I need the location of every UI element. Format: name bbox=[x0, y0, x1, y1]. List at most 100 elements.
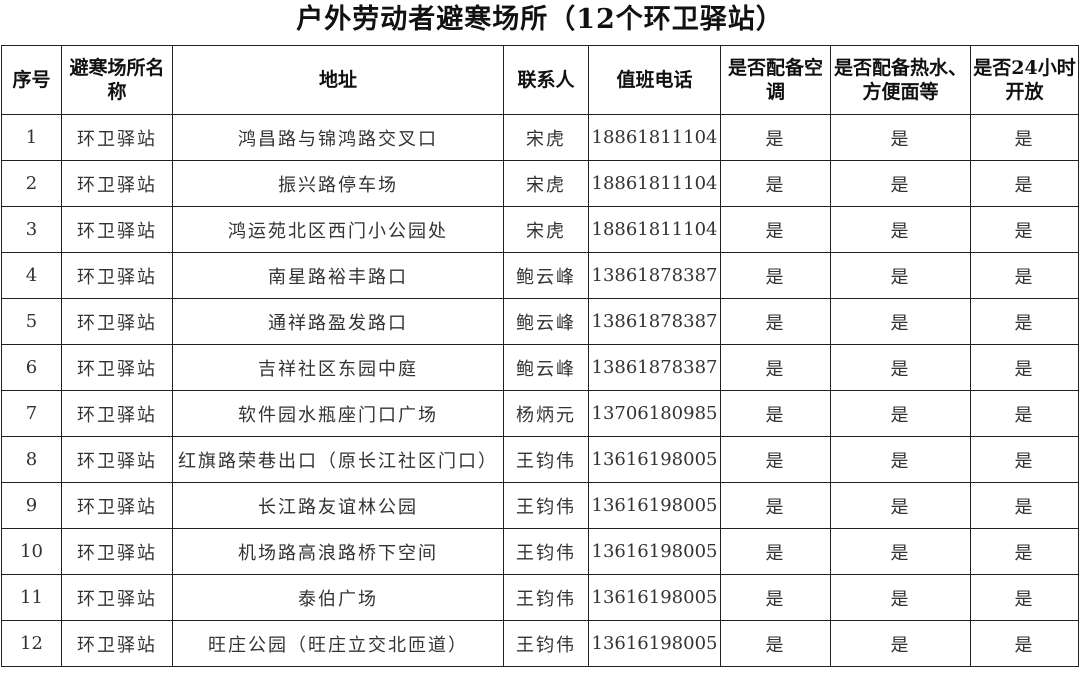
header-phone: 值班电话 bbox=[588, 45, 721, 115]
cell-index: 10 bbox=[1, 528, 62, 575]
cell-index: 1 bbox=[1, 114, 62, 161]
table-row: 6 环卫驿站 吉祥社区东园中庭 鲍云峰 13861878387 是是是 bbox=[1, 344, 1079, 391]
cell-phone: 13616198005 bbox=[588, 528, 721, 575]
cell-air-conditioning: 是 bbox=[720, 436, 831, 483]
header-shelter-name: 避寒场所名称 bbox=[61, 45, 173, 115]
cell-contact: 宋虎 bbox=[503, 206, 589, 253]
cell-contact: 宋虎 bbox=[503, 160, 589, 207]
cell-phone: 18861811104 bbox=[588, 114, 721, 161]
table-row: 7 环卫驿站 软件园水瓶座门口广场 杨炳元 13706180985 是是是 bbox=[1, 390, 1079, 437]
cell-hot-water-noodles: 是 bbox=[830, 252, 971, 299]
cell-phone: 13706180985 bbox=[588, 390, 721, 437]
cell-hot-water-noodles: 是 bbox=[830, 528, 971, 575]
cell-open-24h: 是 bbox=[970, 390, 1079, 437]
table-row: 4 环卫驿站 南星路裕丰路口 鲍云峰 13861878387 是是是 bbox=[1, 252, 1079, 299]
cell-index: 5 bbox=[1, 298, 62, 345]
cell-contact: 王钧伟 bbox=[503, 436, 589, 483]
header-hot-water-noodles: 是否配备热水、方便面等 bbox=[830, 45, 971, 115]
cell-air-conditioning: 是 bbox=[720, 574, 831, 621]
cell-phone: 13616198005 bbox=[588, 620, 721, 667]
cell-hot-water-noodles: 是 bbox=[830, 574, 971, 621]
cell-phone: 18861811104 bbox=[588, 160, 721, 207]
cell-phone: 13616198005 bbox=[588, 482, 721, 529]
cell-index: 2 bbox=[1, 160, 62, 207]
cell-contact: 鲍云峰 bbox=[503, 344, 589, 391]
cell-shelter-name: 环卫驿站 bbox=[61, 436, 173, 483]
cell-address: 鸿运苑北区西门小公园处 bbox=[172, 206, 504, 253]
cell-shelter-name: 环卫驿站 bbox=[61, 160, 173, 207]
cell-shelter-name: 环卫驿站 bbox=[61, 390, 173, 437]
header-index: 序号 bbox=[1, 45, 62, 115]
cell-open-24h: 是 bbox=[970, 528, 1079, 575]
cell-air-conditioning: 是 bbox=[720, 482, 831, 529]
table-row: 8 环卫驿站 红旗路荣巷出口（原长江社区门口） 王钧伟 13616198005 是是是 bbox=[1, 436, 1079, 483]
cell-hot-water-noodles: 是 bbox=[830, 344, 971, 391]
cell-index: 6 bbox=[1, 344, 62, 391]
cell-air-conditioning: 是 bbox=[720, 528, 831, 575]
cell-address: 长江路友谊林公园 bbox=[172, 482, 504, 529]
cell-shelter-name: 环卫驿站 bbox=[61, 528, 173, 575]
cell-open-24h: 是 bbox=[970, 252, 1079, 299]
cell-air-conditioning: 是 bbox=[720, 206, 831, 253]
cell-air-conditioning: 是 bbox=[720, 160, 831, 207]
cell-air-conditioning: 是 bbox=[720, 252, 831, 299]
cell-address: 机场路高浪路桥下空间 bbox=[172, 528, 504, 575]
table-row: 9 环卫驿站 长江路友谊林公园 王钧伟 13616198005 是是是 bbox=[1, 482, 1079, 529]
cell-hot-water-noodles: 是 bbox=[830, 620, 971, 667]
cell-open-24h: 是 bbox=[970, 344, 1079, 391]
cell-hot-water-noodles: 是 bbox=[830, 390, 971, 437]
cell-contact: 宋虎 bbox=[503, 114, 589, 161]
cell-address: 振兴路停车场 bbox=[172, 160, 504, 207]
header-air-conditioning: 是否配备空调 bbox=[720, 45, 831, 115]
cell-contact: 杨炳元 bbox=[503, 390, 589, 437]
cell-shelter-name: 环卫驿站 bbox=[61, 206, 173, 253]
cell-contact: 王钧伟 bbox=[503, 482, 589, 529]
cell-open-24h: 是 bbox=[970, 114, 1079, 161]
cell-open-24h: 是 bbox=[970, 482, 1079, 529]
cell-shelter-name: 环卫驿站 bbox=[61, 114, 173, 161]
cell-phone: 18861811104 bbox=[588, 206, 721, 253]
cell-open-24h: 是 bbox=[970, 436, 1079, 483]
cell-hot-water-noodles: 是 bbox=[830, 160, 971, 207]
cell-air-conditioning: 是 bbox=[720, 344, 831, 391]
cell-shelter-name: 环卫驿站 bbox=[61, 620, 173, 667]
table-row: 2 环卫驿站 振兴路停车场 宋虎 18861811104 是是是 bbox=[1, 160, 1079, 207]
shelter-table: 序号 避寒场所名称 地址 联系人 值班电话 是否配备空调 是否配备热水、方便面等 是否24小时… bbox=[1, 45, 1079, 667]
cell-contact: 王钧伟 bbox=[503, 528, 589, 575]
cell-address: 鸿昌路与锦鸿路交叉口 bbox=[172, 114, 504, 161]
cell-address: 软件园水瓶座门口广场 bbox=[172, 390, 504, 437]
table-row: 11 环卫驿站 泰伯广场 王钧伟 13616198005 是是是 bbox=[1, 574, 1079, 621]
header-open-24h: 是否24小时开放 bbox=[970, 45, 1079, 115]
cell-index: 12 bbox=[1, 620, 62, 667]
cell-index: 7 bbox=[1, 390, 62, 437]
cell-hot-water-noodles: 是 bbox=[830, 298, 971, 345]
cell-address: 吉祥社区东园中庭 bbox=[172, 344, 504, 391]
table-row: 10 环卫驿站 机场路高浪路桥下空间 王钧伟 13616198005 是是是 bbox=[1, 528, 1079, 575]
cell-contact: 鲍云峰 bbox=[503, 252, 589, 299]
cell-shelter-name: 环卫驿站 bbox=[61, 252, 173, 299]
cell-contact: 鲍云峰 bbox=[503, 298, 589, 345]
cell-air-conditioning: 是 bbox=[720, 390, 831, 437]
cell-index: 11 bbox=[1, 574, 62, 621]
table-row: 3 环卫驿站 鸿运苑北区西门小公园处 宋虎 18861811104 是是是 bbox=[1, 206, 1079, 253]
cell-index: 3 bbox=[1, 206, 62, 253]
cell-index: 8 bbox=[1, 436, 62, 483]
cell-phone: 13861878387 bbox=[588, 344, 721, 391]
cell-address: 泰伯广场 bbox=[172, 574, 504, 621]
table-row: 5 环卫驿站 通祥路盈发路口 鲍云峰 13861878387 是是是 bbox=[1, 298, 1079, 345]
header-row: 序号 避寒场所名称 地址 联系人 值班电话 是否配备空调 是否配备热水、方便面等 是否24小时… bbox=[1, 45, 1079, 115]
cell-hot-water-noodles: 是 bbox=[830, 436, 971, 483]
table-row: 12 环卫驿站 旺庄公园（旺庄立交北匝道） 王钧伟 13616198005 是是是 bbox=[1, 620, 1079, 667]
cell-shelter-name: 环卫驿站 bbox=[61, 574, 173, 621]
cell-phone: 13861878387 bbox=[588, 298, 721, 345]
table-row: 1 环卫驿站 鸿昌路与锦鸿路交叉口 宋虎 18861811104 是是是 bbox=[1, 114, 1079, 161]
page-title: 户外劳动者避寒场所（12个环卫驿站） bbox=[296, 4, 784, 35]
cell-phone: 13616198005 bbox=[588, 574, 721, 621]
cell-air-conditioning: 是 bbox=[720, 114, 831, 161]
cell-index: 4 bbox=[1, 252, 62, 299]
cell-open-24h: 是 bbox=[970, 160, 1079, 207]
cell-open-24h: 是 bbox=[970, 206, 1079, 253]
cell-contact: 王钧伟 bbox=[503, 574, 589, 621]
cell-shelter-name: 环卫驿站 bbox=[61, 344, 173, 391]
cell-address: 旺庄公园（旺庄立交北匝道） bbox=[172, 620, 504, 667]
